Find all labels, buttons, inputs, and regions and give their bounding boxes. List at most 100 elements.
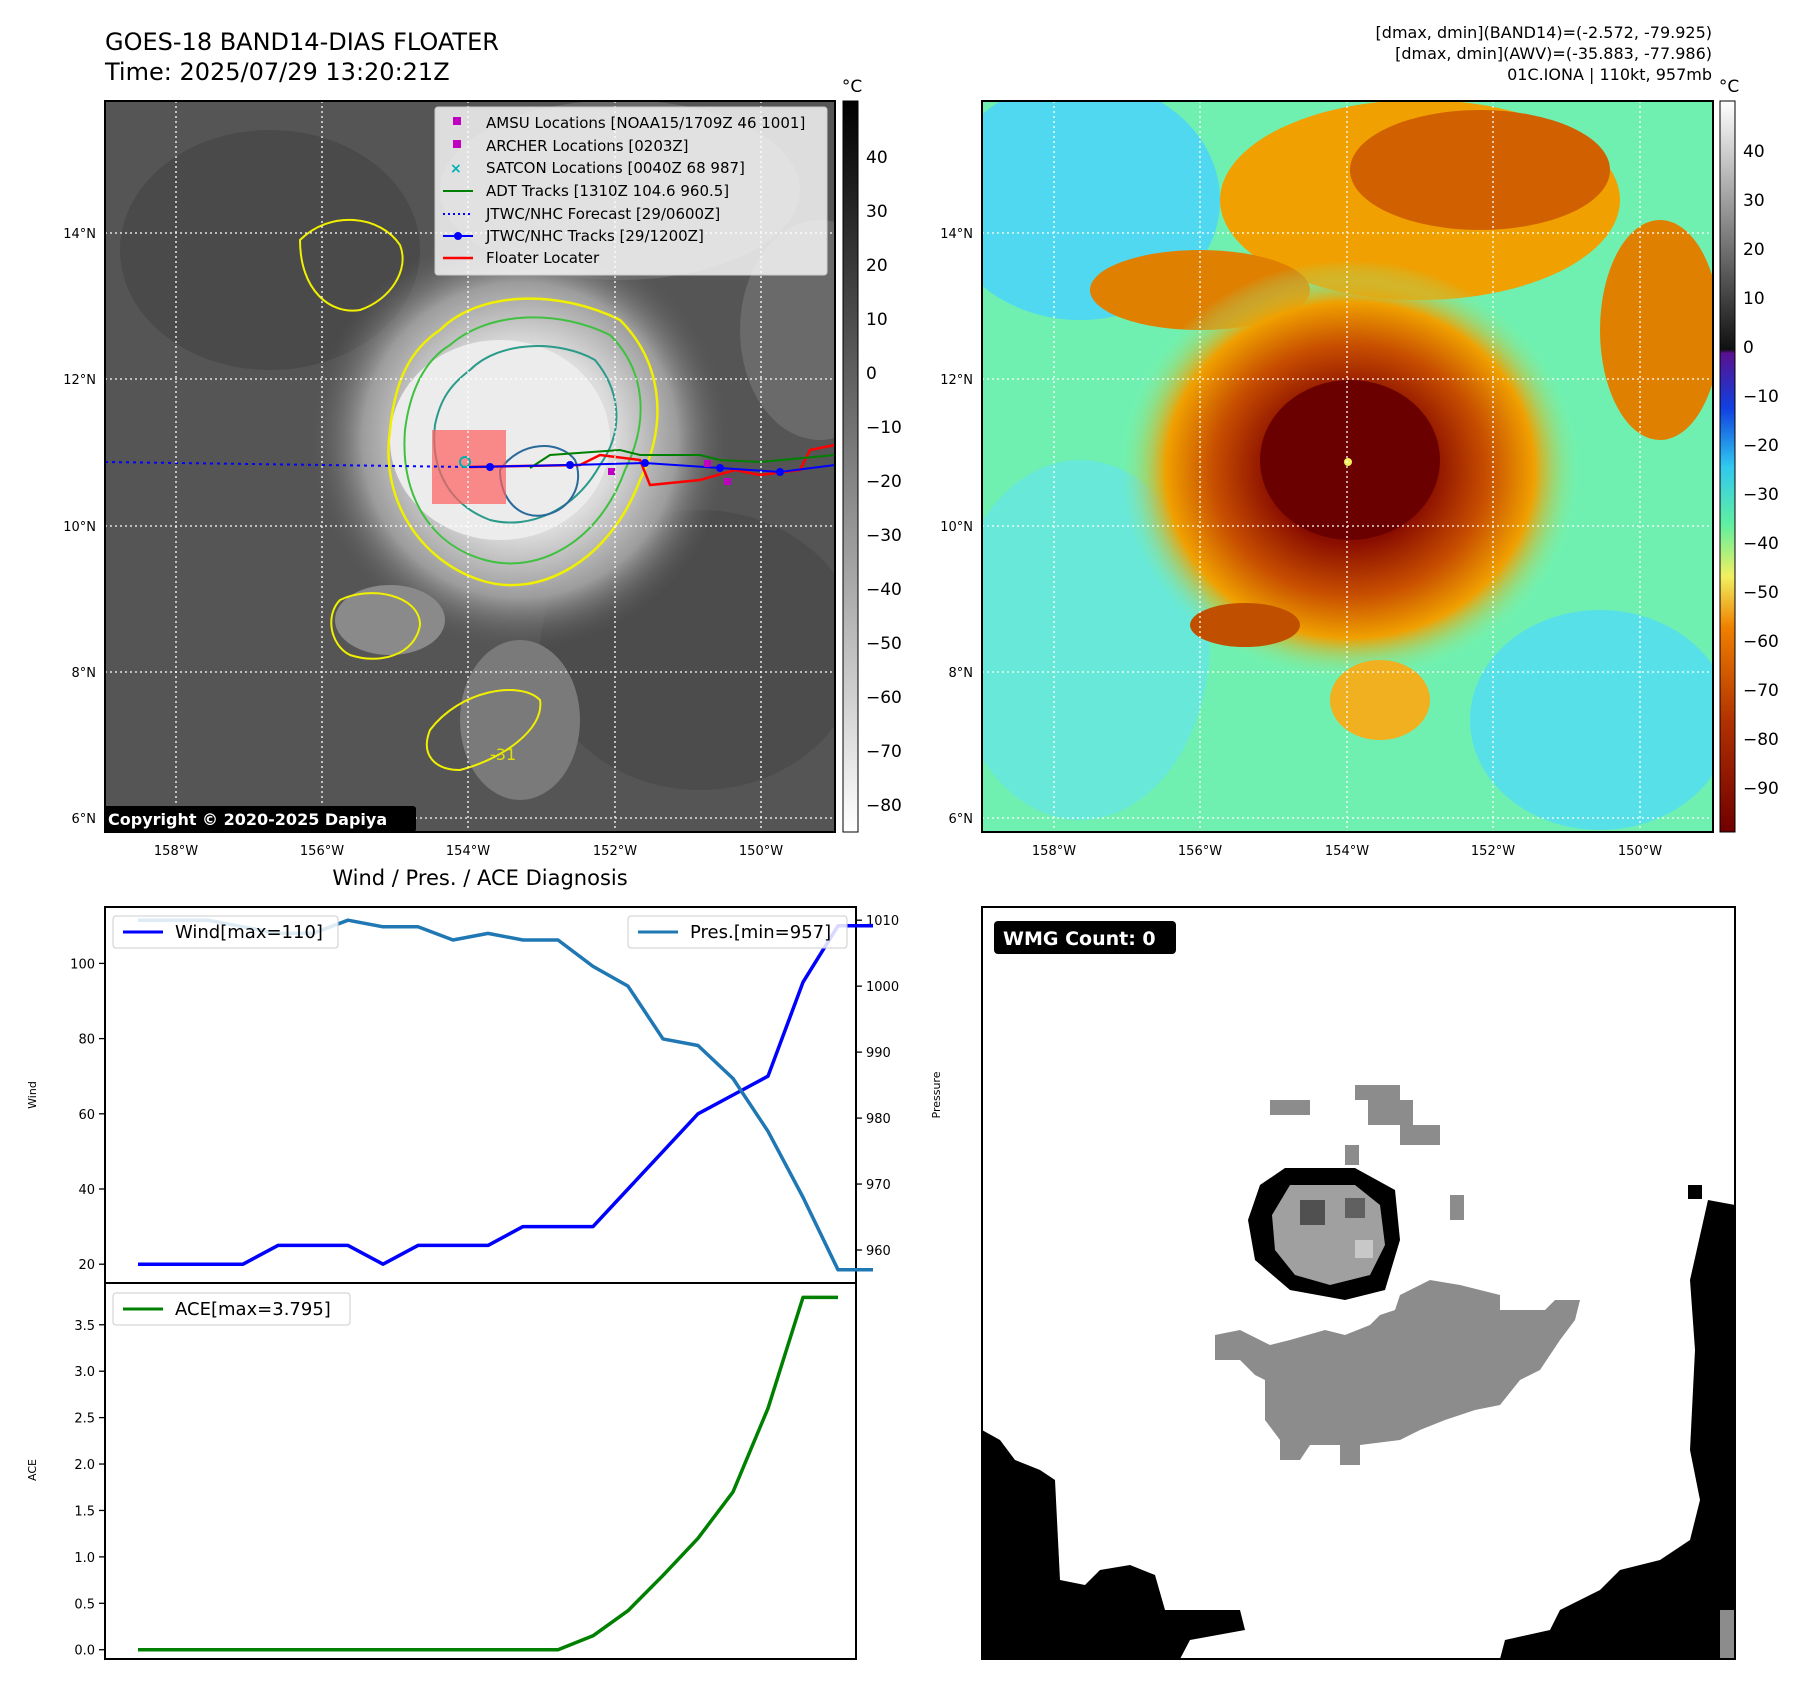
ir-colorbar-ticks: 40 30 20 10 0 −10 −20 −30 −40 −50 −60 −7… [866,148,902,816]
storm-center [459,456,471,468]
awv-gridlines [982,101,1713,832]
awv-map-frame [981,100,1714,833]
ir-lon-ticks: 158°W 156°W 154°W 152°W 150°W [154,844,783,859]
track-point [486,463,494,471]
cb-tick: −10 [1743,387,1779,407]
awv-map-panel: 14°N 12°N 10°N 8°N 6°N 158°W 156°W 154°W… [940,77,1779,859]
awv-lat-ticks: 14°N 12°N 10°N 8°N 6°N [940,227,973,827]
adt-track [529,448,835,469]
track-point [566,461,574,469]
wind-line [138,924,873,1266]
cb-tick: 20 [1743,240,1765,260]
cb-tick: 20 [866,256,888,276]
lat-tick: 8°N [72,666,97,681]
lat-tick: 8°N [949,666,974,681]
wmg-count: WMG Count: 0 [1003,928,1156,950]
pressure-axis-label: Pressure [930,1071,943,1118]
legend-forecast: JTWC/NHC Forecast [29/0600Z] [485,205,720,223]
wind-legend-label: Wind[max=110] [175,922,323,943]
lat-tick: 14°N [63,227,96,242]
cb-tick: 30 [1743,191,1765,211]
legend-tracks: JTWC/NHC Tracks [29/1200Z] [485,227,704,245]
legend-archer: ARCHER Locations [0203Z] [486,137,689,155]
lat-tick: 10°N [940,520,973,535]
copyright: Copyright © 2020-2025 Dapiya [108,810,387,829]
wind-pressure-panel: 100 80 60 40 20 1010 1000 990 980 970 960 Wind Pr… [26,906,943,1284]
pressure-tick-label: 980 [866,1112,891,1127]
cb-tick: −60 [866,688,902,708]
awv-colorbar-ticks: 40 30 20 10 0 −10 −20 −30 −40 −50 −60 −7… [1743,142,1779,799]
legend-floater: Floater Locater [486,249,600,267]
cb-tick: 10 [866,310,888,330]
cb-tick: 40 [866,148,888,168]
lon-tick: 156°W [300,844,344,859]
band14-range: [dmax, dmin](BAND14)=(-2.572, -79.925) [1376,23,1712,42]
ace-ticks: 3.5 3.0 2.5 2.0 1.5 1.0 0.5 0.0 [74,1319,105,1659]
ace-legend: ACE[max=3.795] [112,1292,351,1326]
cb-tick: 10 [1743,289,1765,309]
ace-tick-label: 0.0 [74,1644,95,1659]
lon-tick: 152°W [593,844,637,859]
wind-axis-label: Wind [26,1081,39,1109]
cb-tick: −80 [866,796,902,816]
wind-series [138,924,873,1266]
ir-colorbar-unit: °C [842,77,862,97]
ir-map-panel: -31 [63,77,902,859]
lon-tick: 150°W [1618,844,1662,859]
wmg-count-box [994,921,1176,954]
lat-tick: 10°N [63,520,96,535]
lon-tick: 152°W [1471,844,1515,859]
ace-frame [104,1282,857,1660]
cb-tick: −80 [1743,730,1779,750]
lon-tick: 156°W [1178,844,1222,859]
cb-tick: −20 [1743,436,1779,456]
wmg-frame [981,906,1736,1660]
ace-tick-label: 3.5 [74,1319,95,1334]
copyright-box [105,806,416,832]
cb-tick: −70 [866,742,902,762]
awv-imagery [982,101,1713,832]
ace-legend-label: ACE[max=3.795] [175,1299,331,1320]
cb-tick: −50 [1743,583,1779,603]
cb-tick: −60 [1743,632,1779,652]
wmg-gray-region [1215,1085,1735,1659]
ir-imagery: -31 [105,101,835,832]
eye [1344,458,1352,466]
pressure-tick-label: 1010 [866,914,899,929]
cb-tick: −70 [1743,681,1779,701]
awv-range: [dmax, dmin](AWV)=(-35.883, -77.986) [1395,44,1712,63]
amsu-marker [724,478,731,485]
track-point [716,464,724,472]
legend-satcon-marker: × [450,161,462,177]
pressure-legend-label: Pres.[min=957] [690,922,831,943]
pressure-legend: Pres.[min=957] [627,915,848,949]
cb-tick: −10 [866,418,902,438]
cb-tick: −90 [1743,779,1779,799]
lat-tick: 12°N [63,373,96,388]
lat-tick: 12°N [940,373,973,388]
lat-tick: 6°N [949,812,974,827]
ace-tick-label: 3.0 [74,1365,95,1380]
lat-tick: 14°N [940,227,973,242]
wind-tick-label: 100 [70,957,95,972]
lon-tick: 154°W [446,844,490,859]
contour-label: -31 [490,745,516,764]
cb-tick: 0 [866,364,877,384]
amsu-marker [608,468,615,475]
cb-tick: −40 [866,580,902,600]
track-point [776,468,784,476]
pressure-ticks: 1010 1000 990 980 970 960 [856,914,899,1259]
forecast-track [105,461,471,468]
wmg-panel: WMG Count: 0 [981,906,1736,1660]
pressure-tick-label: 970 [866,1178,891,1193]
pressure-tick-label: 960 [866,1244,891,1259]
legend-adt: ADT Tracks [1310Z 104.6 960.5] [486,182,729,200]
wind-tick-label: 60 [78,1108,95,1123]
ace-line [138,1295,838,1652]
ace-tick-label: 2.5 [74,1412,95,1427]
lat-tick: 6°N [72,812,97,827]
cb-tick: −30 [866,526,902,546]
floater-track [469,443,835,487]
ace-panel: 3.5 3.0 2.5 2.0 1.5 1.0 0.5 0.0 ACE ACE[max=3.7… [26,1282,857,1660]
